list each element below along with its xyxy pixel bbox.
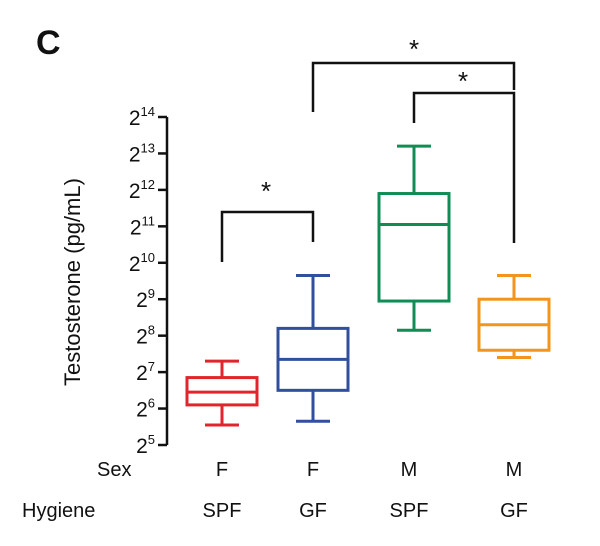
y-tick-label: 28 xyxy=(136,323,155,349)
y-tick-label: 27 xyxy=(136,359,155,385)
sex-label: F xyxy=(307,459,319,481)
panel-label: C xyxy=(36,24,61,62)
y-tick-label: 25 xyxy=(136,432,155,458)
significance-star: * xyxy=(261,176,271,206)
box-f-spf xyxy=(185,359,259,427)
hygiene-label: SPF xyxy=(390,500,429,522)
significance-bracket-2: * xyxy=(311,34,516,112)
box-f-gf xyxy=(276,274,350,423)
sex-label: F xyxy=(216,459,228,481)
box-m-spf xyxy=(377,144,451,332)
sex-label: M xyxy=(506,459,523,481)
sex-row-label: Sex xyxy=(97,459,131,481)
bracket-line xyxy=(220,210,315,262)
significance-brackets: * * * xyxy=(220,34,516,262)
category-labels: F SPF F GF M SPF M GF xyxy=(203,459,528,522)
y-tick-label: 26 xyxy=(136,396,155,422)
bracket-line xyxy=(412,91,516,243)
significance-bracket-3: * xyxy=(412,66,516,243)
significance-bracket-1: * xyxy=(220,176,315,262)
hygiene-row-label: Hygiene xyxy=(22,500,95,522)
sex-label: M xyxy=(401,459,418,481)
box-m-gf xyxy=(477,274,551,360)
y-axis-label: Testosterone (pg/mL) xyxy=(60,178,85,386)
significance-star: * xyxy=(409,34,419,64)
hygiene-label: GF xyxy=(299,500,327,522)
y-tick-label: 210 xyxy=(129,250,155,276)
hygiene-label: GF xyxy=(500,500,528,522)
bracket-line xyxy=(311,61,516,112)
iqr-box xyxy=(377,192,451,303)
y-tick-label: 211 xyxy=(130,213,155,239)
significance-star: * xyxy=(458,66,468,96)
y-tick-label: 213 xyxy=(129,140,155,166)
y-tick-label: 212 xyxy=(129,177,155,203)
y-tick-label: 214 xyxy=(129,104,155,130)
hygiene-label: SPF xyxy=(203,500,242,522)
y-tick-label: 29 xyxy=(136,286,155,312)
y-axis: 25 26 27 28 29 210 211 212 213 214 xyxy=(129,104,169,458)
boxes xyxy=(185,144,551,427)
